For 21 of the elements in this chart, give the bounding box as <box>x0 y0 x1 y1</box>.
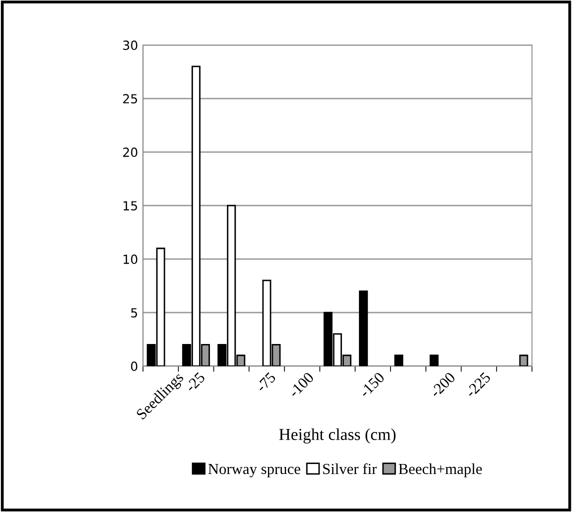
y-tick-label: 0 <box>131 362 138 372</box>
bar <box>394 354 404 366</box>
legend-label: Silver fir <box>323 463 377 474</box>
x-tick-label: -100 <box>288 372 314 398</box>
x-axis-title: Height class (cm) <box>279 428 396 444</box>
y-tick-label: 20 <box>123 148 138 157</box>
x-tick-label: -25 <box>184 372 206 393</box>
y-tick-label: 15 <box>124 201 138 210</box>
x-tick-label: -225 <box>464 372 492 398</box>
x-tick-label: -150 <box>358 372 386 398</box>
legend-label: Norway spruce <box>208 464 300 478</box>
bar <box>430 354 439 366</box>
y-tick-label: 30 <box>123 40 138 50</box>
y-tick-label: 25 <box>123 94 138 104</box>
legend-label: Beech+maple <box>398 463 482 478</box>
y-tick-label: 5 <box>131 308 138 318</box>
y-tick-label: 10 <box>124 254 138 264</box>
x-tick-label: -75 <box>255 372 276 393</box>
x-tick-label: -200 <box>429 372 456 398</box>
bar <box>358 290 368 366</box>
bar <box>519 354 528 366</box>
